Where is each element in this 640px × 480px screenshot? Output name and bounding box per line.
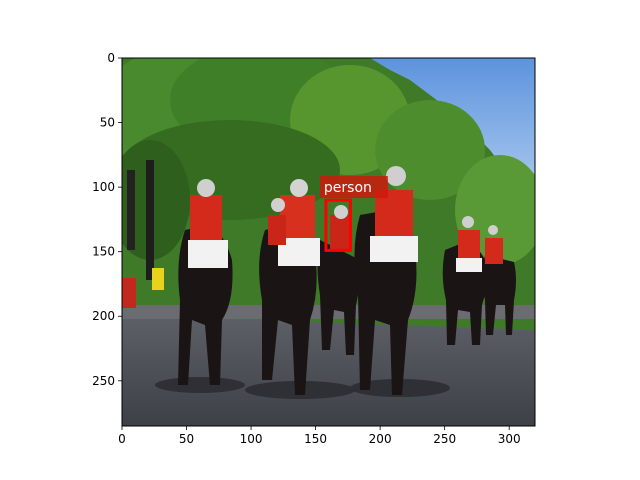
detection-label: person [324, 180, 372, 196]
x-tick-label: 250 [433, 432, 456, 446]
y-tick-label: 0 [107, 51, 115, 65]
detections-layer: person [319, 176, 388, 252]
x-axis-ticks: 0 50 100 150 200 250 300 [118, 426, 521, 446]
photo [122, 58, 535, 426]
detection-label-bg [319, 176, 388, 199]
detection-box [324, 198, 352, 252]
y-tick-label: 50 [100, 116, 115, 130]
y-tick-label: 200 [92, 309, 115, 323]
x-tick-label: 100 [240, 432, 263, 446]
x-tick-label: 300 [498, 432, 521, 446]
y-tick-label: 250 [92, 374, 115, 388]
y-tick-label: 100 [92, 180, 115, 194]
x-tick-label: 50 [179, 432, 194, 446]
x-tick-label: 200 [369, 432, 392, 446]
x-tick-label: 0 [118, 432, 126, 446]
x-tick-label: 150 [304, 432, 327, 446]
y-axis-ticks: 0 50 100 150 200 250 [92, 51, 122, 388]
y-tick-label: 150 [92, 245, 115, 259]
axes-frame [121, 57, 536, 427]
